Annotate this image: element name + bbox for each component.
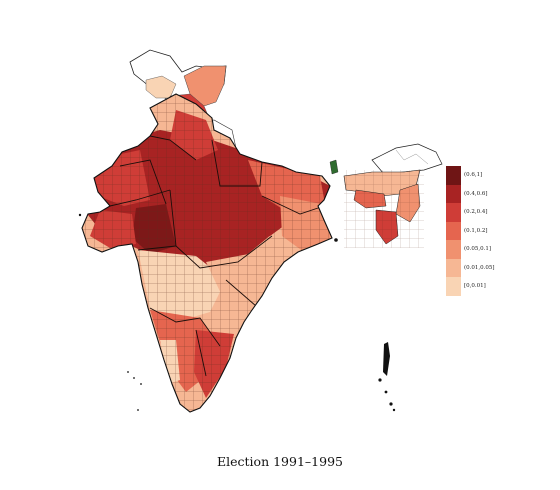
legend-label: (0.1,0.2]	[464, 228, 488, 234]
legend-swatch	[446, 277, 461, 296]
figure-caption: Election 1991–1995	[0, 454, 560, 469]
legend-label: (0.2,0.4]	[464, 209, 488, 215]
legend-label: (0.4,0.6]	[464, 191, 488, 197]
legend-item: (0.4,0.6]	[446, 185, 506, 204]
legend-label: (0.01,0.05]	[464, 265, 495, 271]
legend-item: (0.05,0.1]	[446, 240, 506, 259]
legend-label: [0,0.01]	[464, 283, 486, 289]
legend-item: (0.6,1]	[446, 166, 506, 185]
legend-swatch	[446, 222, 461, 241]
legend-item: (0.1,0.2]	[446, 222, 506, 241]
legend: (0.6,1] (0.4,0.6] (0.2,0.4] (0.1,0.2] (0…	[446, 166, 506, 296]
legend-swatch	[446, 259, 461, 278]
andaman-nicobar	[378, 342, 395, 411]
legend-swatch	[446, 166, 461, 185]
legend-swatch	[446, 203, 461, 222]
legend-item: [0,0.01]	[446, 277, 506, 296]
lakshadweep	[127, 371, 142, 411]
legend-swatch	[446, 240, 461, 259]
mainland-region	[70, 90, 350, 420]
legend-label: (0.6,1]	[464, 172, 482, 178]
legend-label: (0.05,0.1]	[464, 246, 491, 252]
legend-item: (0.01,0.05]	[446, 259, 506, 278]
legend-item: (0.2,0.4]	[446, 203, 506, 222]
legend-swatch	[446, 185, 461, 204]
northeast-region	[330, 144, 442, 248]
arunachal-outline	[372, 144, 442, 174]
